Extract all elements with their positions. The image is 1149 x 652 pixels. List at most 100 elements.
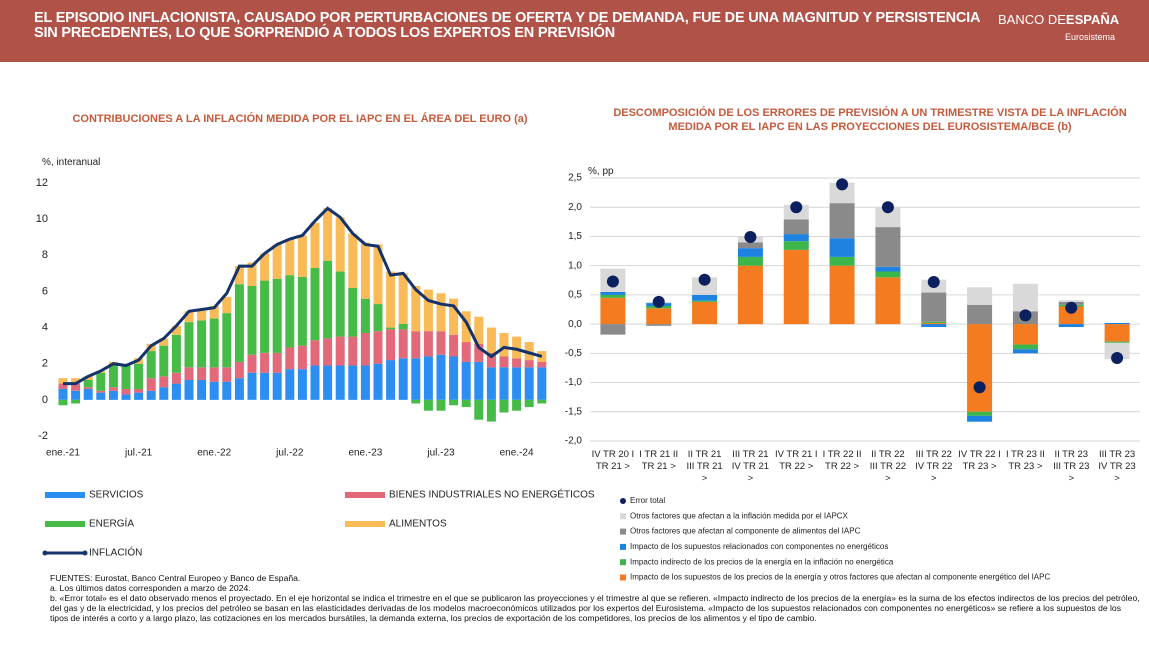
bar-segment (1058, 300, 1084, 302)
bar-segment (398, 329, 408, 359)
bar-segment (499, 332, 509, 357)
bar-segment (247, 262, 257, 287)
y-tick-label: 1,0 (568, 260, 582, 271)
legend-swatch (42, 550, 48, 556)
bar-segment (272, 352, 282, 373)
bar-segment (829, 182, 855, 204)
bar-segment (373, 363, 383, 400)
x-tick-label: ene.-22 (197, 448, 231, 459)
bar-segment (524, 367, 534, 400)
bar-segment (449, 399, 459, 406)
bar-segment (260, 352, 270, 373)
y-tick-label: 10 (36, 213, 48, 225)
bar-segment (967, 411, 993, 416)
x-tick-label: IV TR 20 I TR 21 > (591, 449, 635, 472)
note: a. Los últimos datos corresponden a marz… (50, 583, 251, 593)
notes: FUENTES: Eurostat, Banco Central Europeo… (50, 573, 1140, 623)
legend-swatch (82, 550, 88, 556)
y-tick-label: 0 (42, 394, 48, 406)
bar-segment (436, 399, 446, 411)
bar-segment (461, 399, 471, 408)
bar-segment (499, 399, 509, 413)
bar-segment (96, 372, 106, 391)
bar-segment (285, 275, 295, 348)
legend-label: Impacto de los supuestos relacionados co… (630, 542, 888, 551)
x-tick-label: IV TR 21 I TR 22 > (774, 449, 818, 472)
y-tick-label: -0,5 (565, 348, 583, 359)
bar-segment (121, 389, 131, 395)
x-tick-label: jul.-22 (275, 448, 304, 459)
bar-segment (829, 265, 855, 325)
bar-segment (348, 233, 358, 288)
bar-segment (875, 271, 901, 278)
legend-label: Error total (630, 496, 665, 505)
bar-segment (1104, 324, 1130, 342)
bar-segment (783, 241, 809, 250)
legend-swatch (45, 521, 85, 527)
bar-segment (323, 365, 333, 400)
bar-segment (335, 271, 345, 337)
bar-segment (159, 338, 169, 346)
bar-segment (184, 367, 194, 380)
bar-segment (310, 365, 320, 400)
bar-segment (486, 367, 496, 400)
legend-label: SERVICIOS (89, 490, 144, 501)
error-dot (836, 178, 849, 191)
error-dot (744, 231, 757, 244)
x-tick-label: II TR 22 III TR 22 > (869, 449, 907, 484)
bar-segment (386, 327, 396, 330)
bar-segment (285, 347, 295, 370)
bar-segment (449, 334, 459, 357)
bar-segment (486, 399, 496, 422)
y-tick-label: 2,0 (568, 202, 582, 213)
legend-swatch (620, 513, 626, 520)
bar-segment (108, 390, 118, 400)
bar-segment (348, 365, 358, 400)
bar-segment (423, 289, 433, 332)
bar-segment (146, 351, 156, 379)
bar-segment (360, 332, 370, 366)
bar-segment (600, 291, 626, 295)
bar-segment (71, 383, 81, 391)
bar-segment (486, 352, 496, 368)
bar-segment (1104, 322, 1130, 325)
bar-segment (783, 234, 809, 242)
bar-segment (386, 360, 396, 400)
bar-segment (146, 390, 156, 400)
bar-segment (171, 325, 181, 335)
bar-segment (222, 381, 232, 400)
bar-segment (692, 301, 718, 325)
bar-segment (297, 345, 307, 370)
bar-segment (323, 208, 333, 261)
bar-segment (197, 309, 207, 321)
bar-segment (398, 323, 408, 330)
x-tick-label: III TR 23 IV TR 23 > (1098, 449, 1136, 484)
bar-segment (83, 376, 93, 380)
x-tick-label: jul.-21 (124, 448, 153, 459)
bar-segment (474, 343, 484, 362)
bar-segment (875, 227, 901, 267)
bar-segment (737, 265, 763, 325)
bar-segment (58, 389, 68, 400)
bar-segment (436, 293, 446, 332)
bar-segment (967, 415, 993, 422)
bar-segment (499, 356, 509, 368)
bar-segment (58, 383, 68, 390)
error-dot (1019, 309, 1032, 322)
x-tick-label: I TR 21 II TR 21 > (639, 449, 679, 472)
bar-segment (146, 378, 156, 391)
legend-swatch (620, 559, 626, 566)
bar-segment (121, 365, 131, 390)
bar-segment (1104, 341, 1130, 343)
bar-segment (159, 345, 169, 377)
bar-segment (171, 334, 181, 373)
bar-segment (197, 367, 207, 380)
legend-label: Impacto de los supuestos de los precios … (630, 573, 1050, 582)
bar-segment (512, 367, 522, 400)
bar-segment (921, 324, 947, 328)
bar-segment (373, 304, 383, 332)
bar-segment (1058, 324, 1084, 328)
x-tick-label: I TR 22 II TR 22 > (822, 449, 862, 472)
inflation-line (63, 206, 543, 386)
y-tick-label: 0,5 (568, 290, 582, 301)
